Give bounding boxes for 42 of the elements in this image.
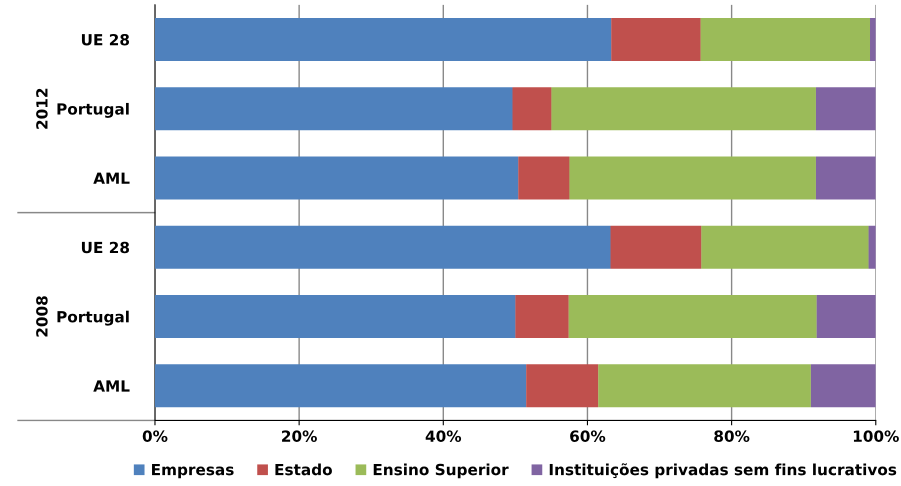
bar	[816, 156, 876, 200]
bar	[518, 156, 570, 200]
x-tick-label: 40%	[426, 430, 462, 442]
text: 2012	[36, 88, 48, 129]
bar	[868, 226, 876, 269]
bar	[515, 295, 569, 338]
y-tick-label: Portugal	[57, 310, 129, 326]
y-tick-label: UE 28	[82, 242, 130, 254]
bar	[569, 156, 816, 200]
bar	[816, 87, 876, 130]
legend-label: Estado	[275, 464, 332, 476]
x-tick-label: 60%	[570, 430, 606, 442]
y-tick-label: AML	[93, 172, 130, 184]
bar	[870, 18, 876, 61]
x-tick-label: 0%	[142, 430, 168, 442]
y-tick-label: Portugal	[57, 102, 129, 118]
legend-label: Ensino Superior	[374, 464, 509, 478]
bar	[610, 226, 702, 269]
x-tick-label: 20%	[282, 430, 317, 442]
y-tick-label: UE 28	[82, 34, 130, 46]
bar	[154, 156, 518, 200]
bar	[810, 364, 876, 408]
y-tick-label: AML	[93, 380, 130, 392]
bar	[816, 295, 876, 338]
bar	[598, 364, 811, 408]
bar	[701, 226, 869, 269]
x-tick-label: 100%	[854, 430, 899, 442]
bar	[512, 87, 552, 130]
legend-label: Empresas	[152, 464, 234, 478]
bar	[526, 364, 598, 408]
legend-label: Instituições privadas sem fins lucrativos	[550, 463, 896, 478]
bar	[154, 295, 516, 338]
bar	[551, 87, 816, 130]
bar	[568, 295, 817, 338]
bar	[700, 18, 870, 61]
text: 2008	[36, 296, 48, 337]
bar	[154, 87, 512, 130]
bar	[154, 226, 611, 269]
x-tick-label: 80%	[714, 430, 750, 442]
bar	[154, 18, 612, 61]
bar	[154, 364, 526, 408]
bar	[611, 18, 701, 61]
